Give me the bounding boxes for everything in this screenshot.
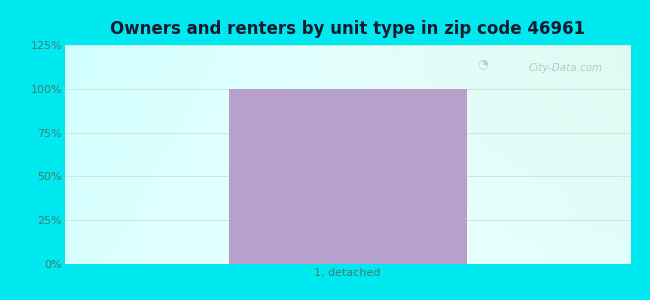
Text: City-Data.com: City-Data.com [528, 62, 602, 73]
Title: Owners and renters by unit type in zip code 46961: Owners and renters by unit type in zip c… [111, 20, 585, 38]
Bar [229, 89, 467, 264]
Text: ◔: ◔ [478, 57, 489, 70]
